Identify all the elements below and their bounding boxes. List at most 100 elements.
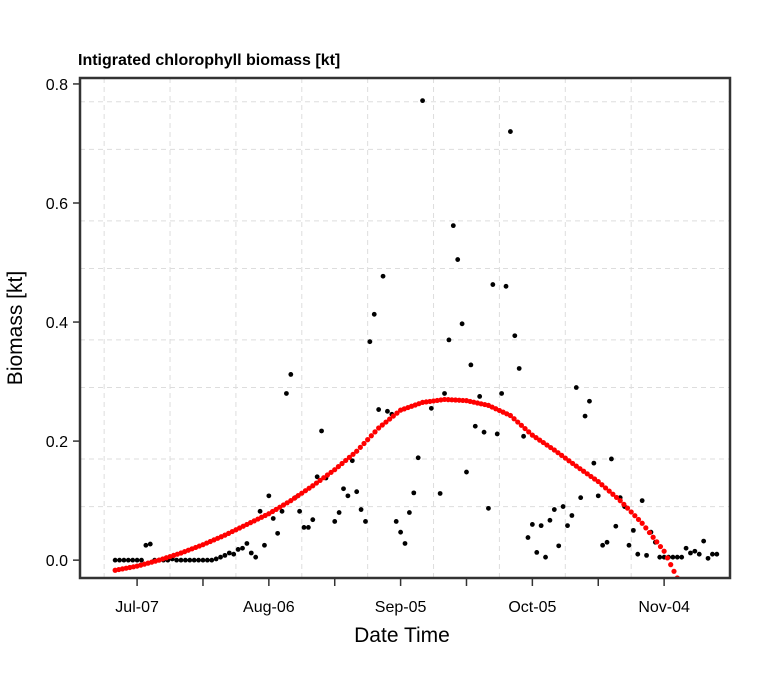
- data-point: [297, 508, 302, 514]
- data-point: [112, 557, 118, 563]
- data-point: [512, 333, 518, 339]
- data-point: [319, 428, 324, 434]
- data-point: [411, 490, 417, 496]
- data-point: [204, 557, 210, 563]
- trend-point: [540, 439, 546, 446]
- trend-point: [522, 425, 528, 432]
- trend-point: [460, 397, 466, 404]
- data-point: [692, 548, 698, 554]
- trend-point: [441, 396, 448, 403]
- trend-point: [555, 450, 561, 456]
- trend-point: [537, 437, 543, 443]
- x-tick-label: Jul-07: [115, 599, 159, 616]
- data-point: [209, 557, 215, 563]
- data-point: [543, 554, 548, 560]
- trend-point: [449, 397, 455, 403]
- trend-point: [361, 440, 367, 447]
- y-tick-label: 0.2: [46, 434, 68, 451]
- trend-point: [368, 433, 374, 439]
- data-point: [393, 519, 399, 524]
- data-point: [310, 517, 316, 523]
- data-point: [270, 516, 276, 521]
- trend-point: [357, 444, 363, 450]
- grid: [80, 78, 730, 578]
- trend-point: [606, 488, 612, 494]
- x-tick-label: Nov-04: [638, 599, 690, 616]
- data-point: [587, 398, 592, 404]
- data-point: [385, 408, 390, 414]
- trend-point: [551, 447, 557, 453]
- data-point: [538, 523, 544, 529]
- data-point: [582, 413, 588, 419]
- data-point: [231, 551, 237, 557]
- y-tick-label: 0.8: [46, 77, 68, 94]
- data-point: [415, 455, 421, 461]
- trend-point: [452, 397, 459, 403]
- trend-point: [306, 485, 312, 491]
- trend-point: [343, 457, 349, 464]
- data-point: [191, 557, 197, 563]
- data-point: [560, 504, 566, 509]
- trend-point: [295, 493, 301, 499]
- trend-point: [621, 501, 627, 507]
- data-point: [354, 489, 360, 495]
- data-point: [266, 493, 272, 499]
- trend-point: [328, 469, 334, 475]
- data-point: [600, 542, 606, 548]
- trend-point: [559, 452, 565, 458]
- x-axis-label: Date Time: [354, 624, 450, 647]
- trend-point: [562, 455, 568, 461]
- data-point: [380, 273, 386, 279]
- data-point: [595, 493, 601, 499]
- trend-point: [650, 534, 656, 540]
- trend-point: [581, 468, 587, 474]
- trend-point: [566, 458, 572, 464]
- trend-point: [354, 448, 360, 454]
- x-tick-label: Aug-06: [243, 599, 295, 616]
- data-point: [332, 519, 338, 524]
- trend-point: [372, 429, 378, 435]
- data-point: [143, 542, 149, 548]
- data-point: [125, 557, 131, 563]
- trend-point: [376, 425, 382, 431]
- data-point: [174, 557, 180, 563]
- data-point: [547, 517, 553, 523]
- data-point: [464, 469, 469, 475]
- plot-frame: [78, 76, 732, 580]
- trend-point: [664, 555, 671, 561]
- trend-point: [632, 513, 638, 519]
- data-point: [529, 522, 535, 527]
- trend-point: [671, 568, 677, 574]
- data-point: [551, 507, 557, 512]
- trend-point: [602, 485, 609, 491]
- data-point: [446, 337, 452, 343]
- data-point: [336, 510, 342, 515]
- data-point: [187, 557, 193, 563]
- trend-point: [515, 419, 521, 425]
- data-point: [134, 557, 140, 563]
- trend-point: [445, 397, 451, 403]
- data-point: [450, 223, 456, 229]
- trend-point: [394, 410, 400, 416]
- trend-point: [668, 562, 674, 568]
- data-point: [604, 539, 610, 545]
- data-point: [253, 554, 259, 560]
- data-point: [503, 283, 509, 289]
- data-point: [262, 542, 267, 548]
- data-point: [679, 554, 685, 560]
- trend-point: [383, 419, 389, 425]
- y-tick-label: 0.0: [46, 553, 68, 570]
- series-layer: [112, 98, 720, 578]
- data-point: [244, 541, 250, 546]
- trend-point: [661, 548, 667, 554]
- data-point: [609, 456, 614, 462]
- data-point: [178, 557, 184, 563]
- trend-point: [511, 416, 517, 422]
- data-point: [147, 541, 153, 547]
- trend-point: [639, 520, 645, 526]
- trend-points: [112, 396, 680, 578]
- trend-point: [599, 482, 605, 488]
- data-point: [218, 554, 223, 560]
- data-point: [349, 458, 355, 464]
- data-point: [481, 429, 487, 435]
